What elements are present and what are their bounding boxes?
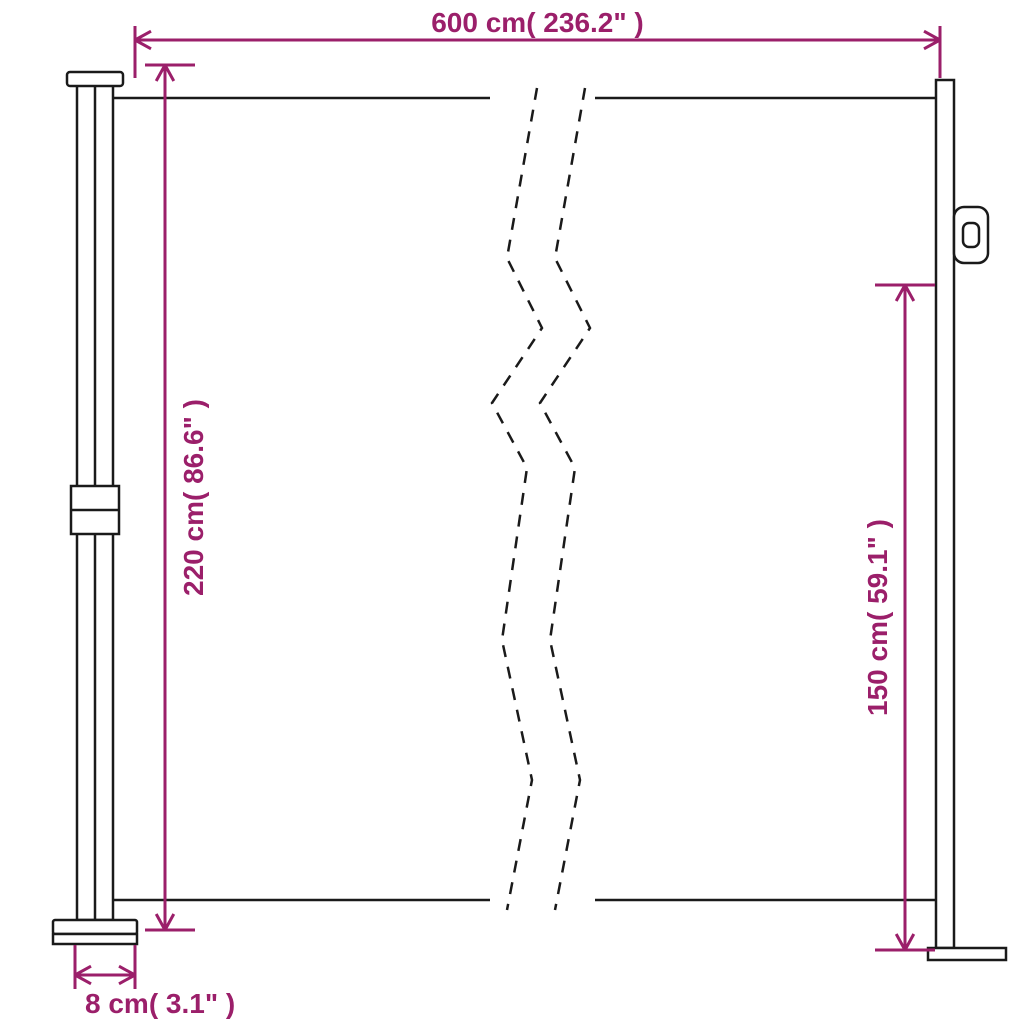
dim-label-post-height: 150 cm( 59.1" ) — [862, 519, 893, 716]
dimension-diagram: 600 cm( 236.2" ) 220 cm( 86.6" ) 150 cm( 5… — [0, 0, 1024, 1024]
break-line — [492, 88, 542, 910]
dim-label-depth: 8 cm( 3.1" ) — [85, 988, 235, 1019]
break-line — [540, 88, 590, 910]
dim-label-height: 220 cm( 86.6" ) — [178, 399, 209, 596]
right-pull-post — [936, 80, 954, 948]
dim-label-width: 600 cm( 236.2" ) — [431, 7, 644, 38]
left-base — [53, 920, 137, 934]
right-base — [928, 948, 1006, 960]
